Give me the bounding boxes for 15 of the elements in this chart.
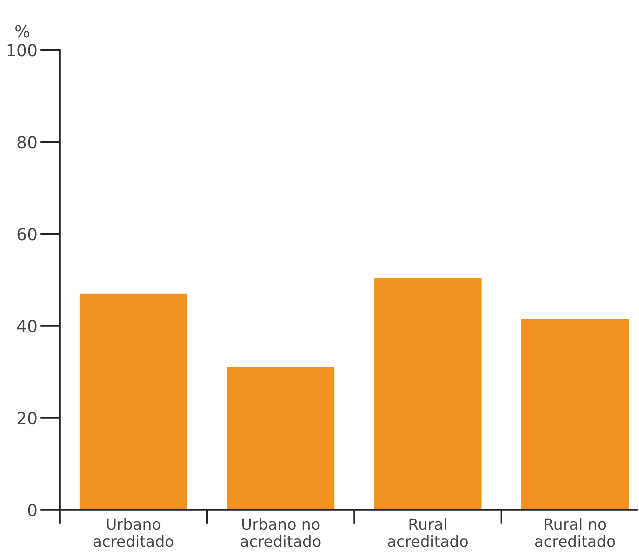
x-tick-label: Rural acreditado [388,518,468,548]
y-tick-label: 60 [18,228,37,241]
x-tick-label: Urbano no acreditado [241,518,321,548]
bar [374,278,482,510]
x-tick-label: Rural no acreditado [535,518,616,548]
y-axis-title: % [16,25,30,38]
y-tick-label: 0 [28,504,37,517]
y-tick-label: 40 [17,320,37,333]
x-tick-label: Urbano acreditado [94,518,174,548]
y-tick-label: 20 [18,412,37,425]
bar [80,294,188,510]
y-tick-label: 80 [18,136,37,149]
y-tick-label: 100 [8,44,37,57]
bar [227,367,335,510]
bar [522,319,629,510]
